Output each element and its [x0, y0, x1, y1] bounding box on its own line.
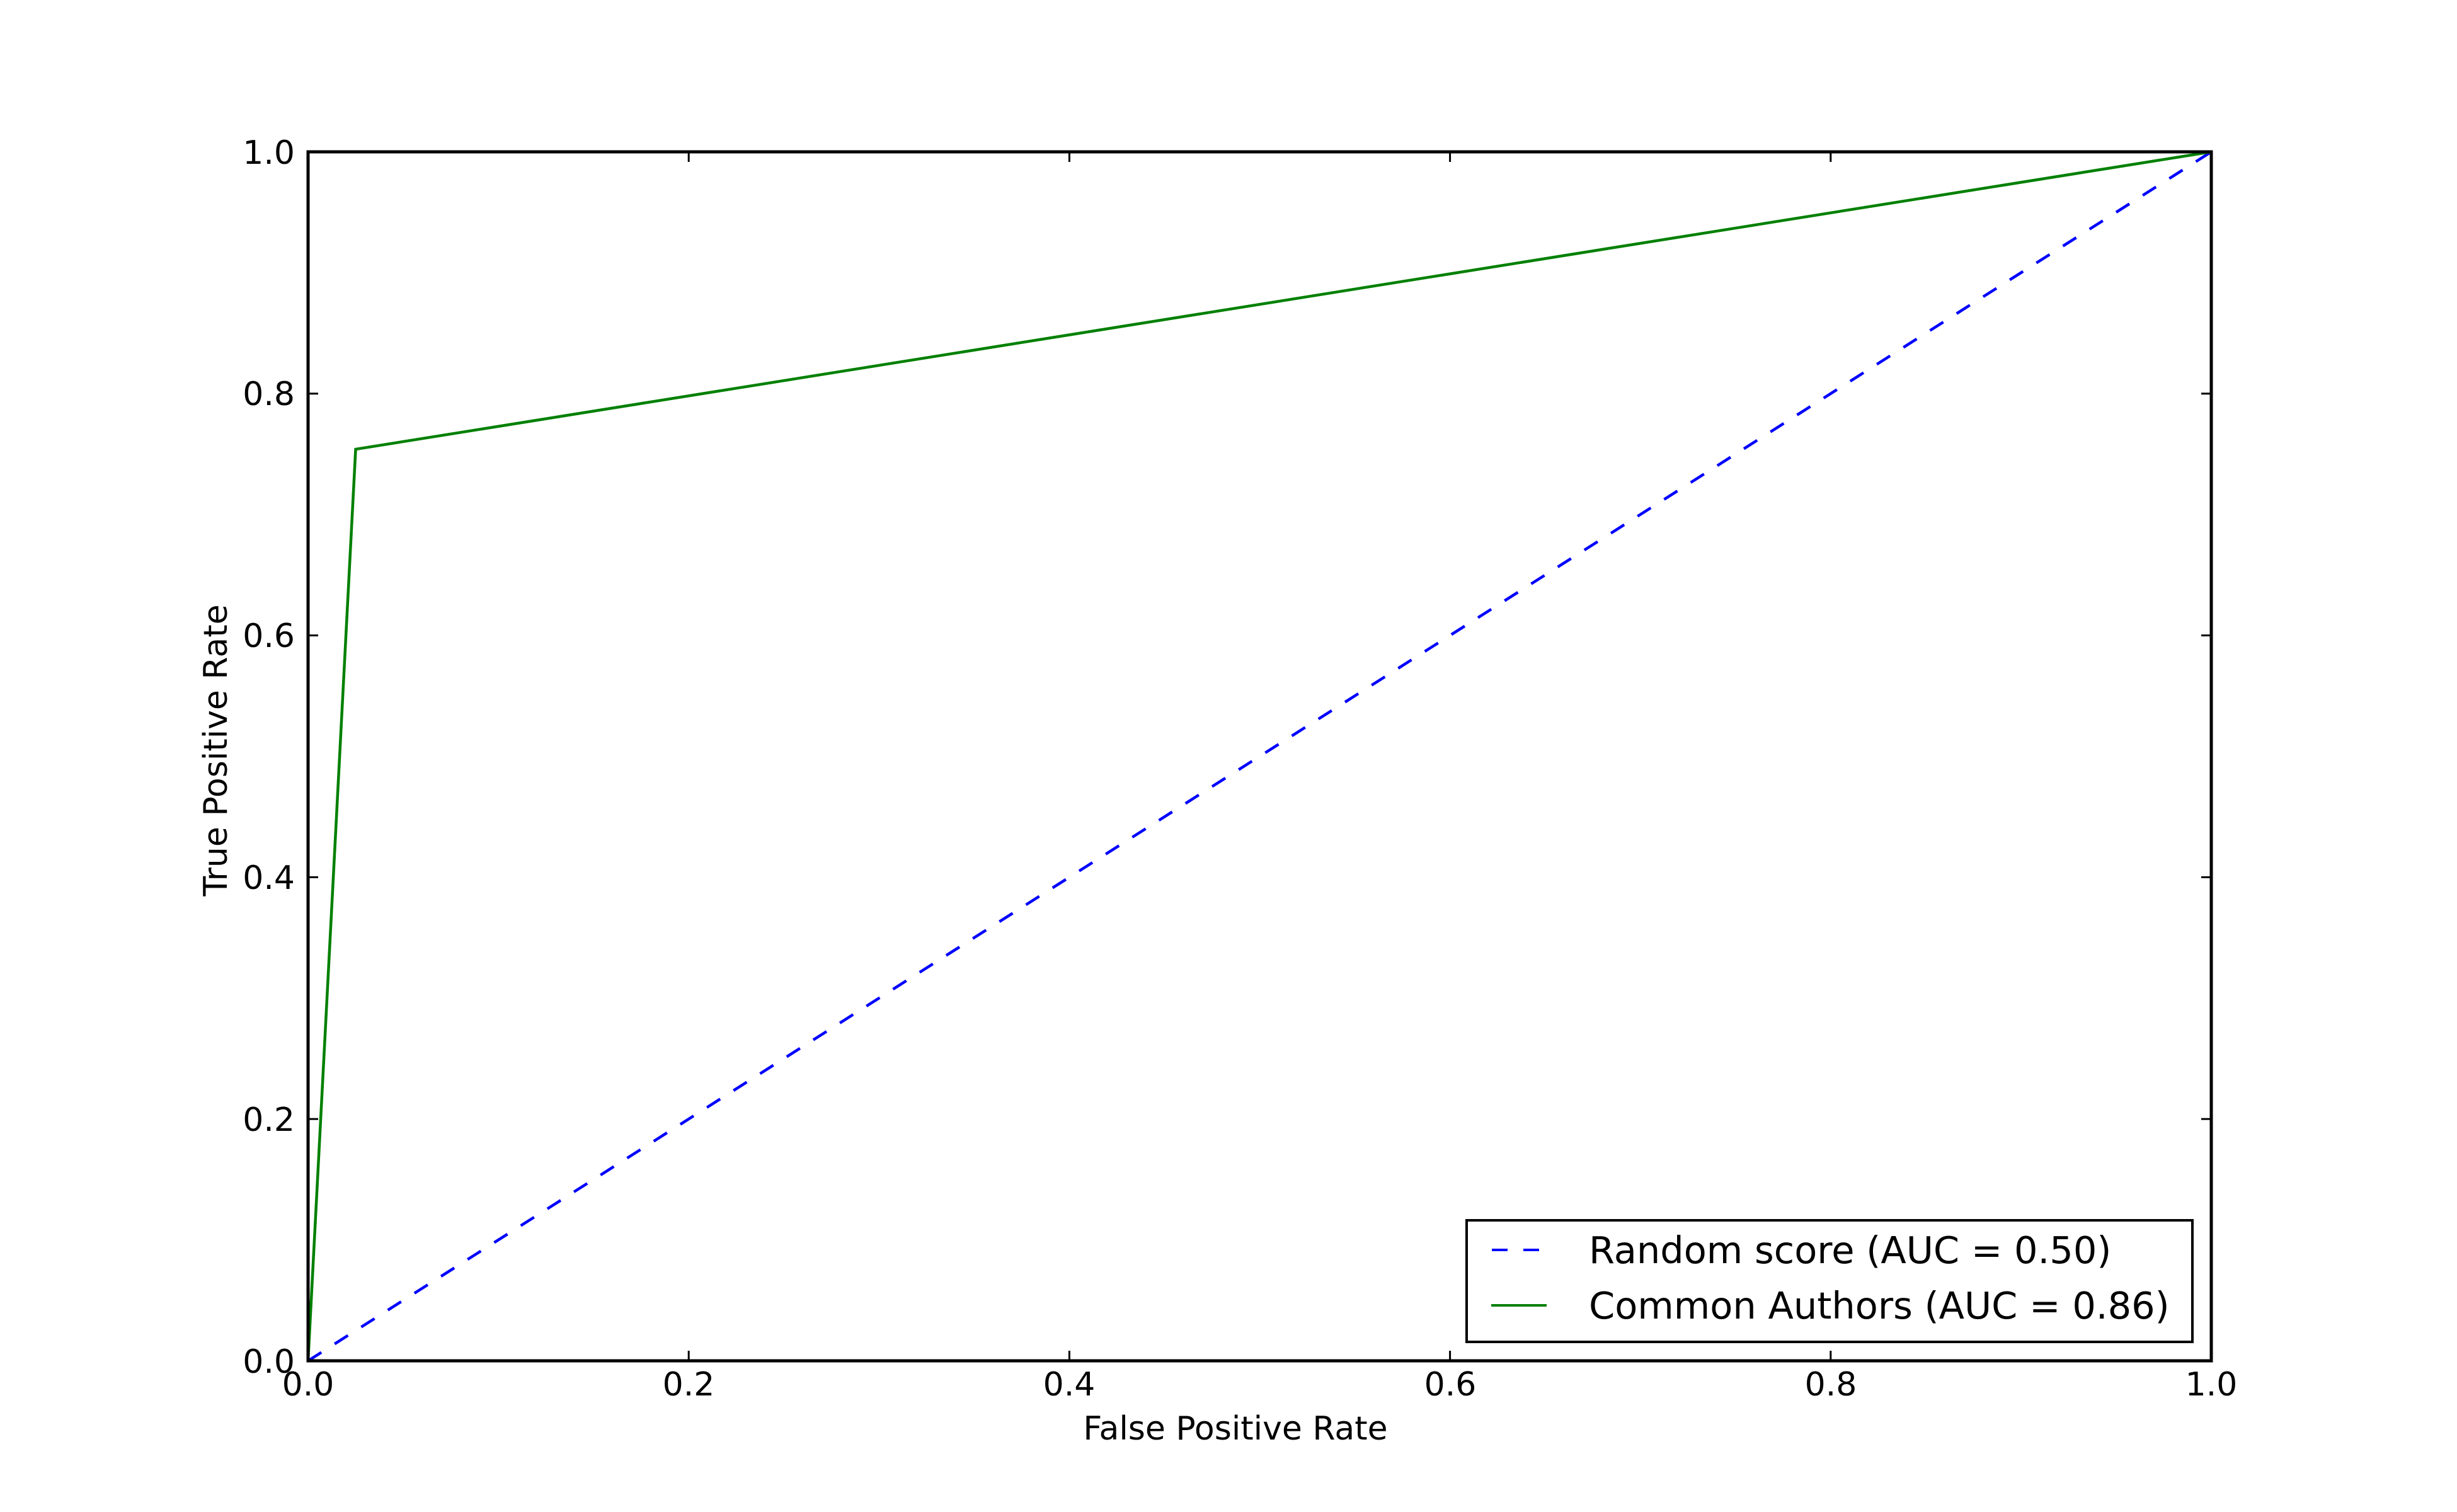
legend: Random score (AUC = 0.50) Common Authors…	[1465, 1219, 2194, 1343]
y-tick-labels: 0.0 0.2 0.4 0.6 0.8 1.0	[243, 134, 295, 1381]
x-tick-label: 1.0	[2185, 1366, 2238, 1404]
x-tick-label: 0.0	[282, 1366, 335, 1404]
y-tick-label: 0.2	[243, 1101, 295, 1139]
x-tick-label: 0.6	[1424, 1366, 1477, 1404]
plot-area	[308, 152, 2211, 1361]
y-axis-label: True Positive Rate	[197, 604, 235, 896]
x-tick-label: 0.2	[663, 1366, 715, 1404]
x-tick-label: 0.8	[1805, 1366, 1857, 1404]
axes-frame	[306, 150, 2213, 1363]
legend-item-random: Random score (AUC = 0.50)	[1492, 1228, 2111, 1272]
x-tick-labels: 0.0 0.2 0.4 0.6 0.8 1.0	[282, 1366, 2238, 1404]
tick-marks	[307, 151, 2213, 1362]
x-axis-label: False Positive Rate	[1083, 1410, 1387, 1448]
legend-item-common-authors: Common Authors (AUC = 0.86)	[1491, 1284, 2170, 1327]
x-tick-label: 0.4	[1043, 1366, 1096, 1404]
legend-label: Random score (AUC = 0.50)	[1589, 1228, 2111, 1272]
y-tick-label: 0.4	[243, 859, 295, 897]
y-tick-label: 0.8	[243, 375, 295, 413]
legend-label: Common Authors (AUC = 0.86)	[1589, 1284, 2170, 1327]
legend-box	[1465, 1219, 2194, 1343]
y-tick-label: 1.0	[243, 134, 295, 172]
series-layer	[306, 150, 2213, 1362]
y-tick-label: 0.6	[243, 617, 295, 655]
y-tick-label: 0.0	[243, 1343, 295, 1381]
series-line-1	[306, 150, 2212, 1361]
